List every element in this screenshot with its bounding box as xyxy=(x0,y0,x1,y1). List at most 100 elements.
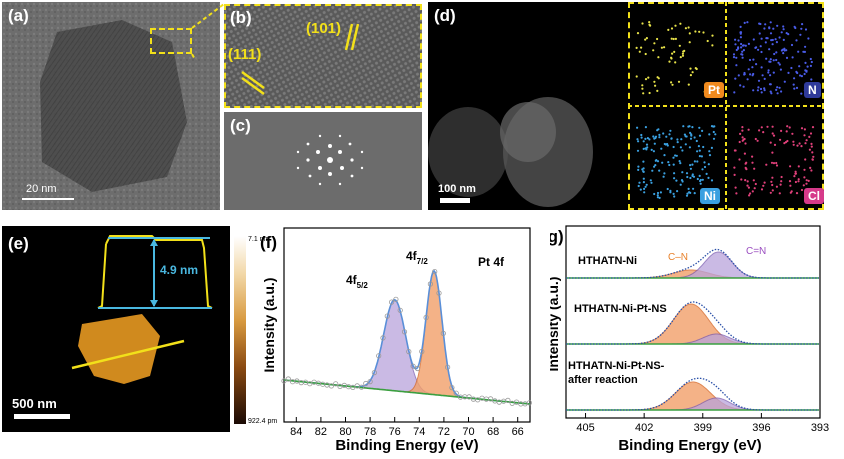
eds-dot xyxy=(734,38,737,41)
eds-dot xyxy=(754,137,757,141)
data-point xyxy=(440,330,446,337)
eds-dot xyxy=(670,81,673,84)
eds-dot xyxy=(681,149,684,152)
eds-dot xyxy=(805,139,808,142)
eds-dot xyxy=(746,184,749,187)
eds-dot xyxy=(672,37,675,41)
eds-dot xyxy=(640,133,643,137)
eds-dot xyxy=(702,145,705,149)
eds-map-cl-dots xyxy=(733,125,815,197)
eds-dot xyxy=(742,49,745,52)
eds-dot xyxy=(637,184,640,188)
eds-dot xyxy=(746,21,749,24)
eds-dot xyxy=(738,158,741,161)
profile-line xyxy=(71,339,185,370)
eds-dot xyxy=(803,176,806,179)
eds-dot xyxy=(689,167,692,170)
y-axis-label: Intensity (a.u.) xyxy=(550,277,561,372)
eds-dot xyxy=(782,25,785,28)
eds-dot xyxy=(656,191,660,195)
eds-dot xyxy=(737,39,740,42)
eds-dot xyxy=(780,175,783,179)
data-point xyxy=(427,281,433,287)
eds-dot xyxy=(666,144,669,147)
eds-dot xyxy=(653,192,656,196)
panel-e-label: (e) xyxy=(8,234,29,253)
eds-dot xyxy=(740,178,743,181)
eds-dot xyxy=(737,74,740,77)
data-point xyxy=(371,370,378,376)
eds-dot xyxy=(670,56,673,59)
eds-dot xyxy=(805,70,808,73)
panel-b-hrtem-image: (b) (111) (101) xyxy=(224,4,422,108)
eds-dot xyxy=(682,125,685,128)
eds-dot xyxy=(802,184,805,187)
eds-dot xyxy=(770,92,773,95)
x-tick-label: 84 xyxy=(290,426,302,438)
eds-dot xyxy=(643,187,646,190)
eds-dot xyxy=(763,181,766,184)
eds-dot xyxy=(695,139,698,143)
eds-dot xyxy=(791,132,794,135)
sample-label-3: HTHATN-Ni-Pt-NS- xyxy=(568,360,665,372)
eds-dot xyxy=(743,137,746,141)
eds-dot xyxy=(800,145,803,148)
eds-dot xyxy=(689,67,692,70)
eds-dot xyxy=(780,180,783,183)
eds-dot xyxy=(800,75,803,78)
eds-dot xyxy=(676,138,679,141)
x-tick-label: 80 xyxy=(339,426,351,438)
eds-dot xyxy=(693,136,696,139)
eds-dot xyxy=(783,142,786,145)
eds-dot xyxy=(784,141,788,144)
eds-dot xyxy=(658,133,661,136)
eds-dot xyxy=(688,146,691,149)
eds-dot xyxy=(733,173,736,176)
eds-dot xyxy=(797,165,800,168)
diffraction-spots xyxy=(296,134,364,186)
panel-f-xps-chart: 84 82 80 78 76 74 72 70 68 66 (f) Pt 4f 4f5/2 4f7… xyxy=(260,227,532,454)
eds-dot xyxy=(657,56,660,59)
eds-dot xyxy=(664,143,667,146)
eds-dot xyxy=(769,83,772,86)
eds-dot xyxy=(738,140,741,144)
eds-dot xyxy=(699,182,702,185)
eds-dot xyxy=(652,135,655,138)
panel-e-graphic xyxy=(14,235,213,419)
data-point xyxy=(358,384,365,390)
eds-dot xyxy=(752,89,755,92)
data-point xyxy=(466,394,472,400)
eds-dot xyxy=(809,57,812,61)
data-point xyxy=(406,349,412,355)
eds-dot xyxy=(659,191,662,194)
eds-dot xyxy=(681,52,684,55)
eds-dot xyxy=(802,50,805,53)
eds-dot xyxy=(653,80,656,83)
x-axis-label: Binding Energy (eV) xyxy=(335,437,478,454)
eds-dot xyxy=(691,126,694,129)
eds-dot xyxy=(670,27,674,30)
eds-dot xyxy=(772,162,776,165)
plot-frame xyxy=(565,225,821,419)
panel-g-label: (g) xyxy=(550,227,564,246)
eds-dot xyxy=(644,52,647,56)
eds-map-ni-dots xyxy=(636,125,717,199)
data-point xyxy=(419,348,425,355)
eds-dot xyxy=(769,141,772,144)
x-tick-label: 78 xyxy=(364,426,376,438)
eds-dot xyxy=(710,146,713,149)
eds-dot xyxy=(691,163,694,166)
eds-dot xyxy=(787,33,790,36)
eds-dot xyxy=(775,41,778,44)
eds-dot xyxy=(650,148,653,151)
eds-dot xyxy=(809,166,812,169)
eds-dot xyxy=(673,50,676,54)
eds-dot xyxy=(810,78,813,81)
eds-dot xyxy=(769,32,773,35)
eds-dot xyxy=(651,169,654,172)
eds-dot xyxy=(760,37,763,40)
eds-dot xyxy=(735,192,738,195)
eds-dot xyxy=(804,142,807,145)
eds-dot xyxy=(669,191,672,194)
eds-dot xyxy=(667,28,670,31)
